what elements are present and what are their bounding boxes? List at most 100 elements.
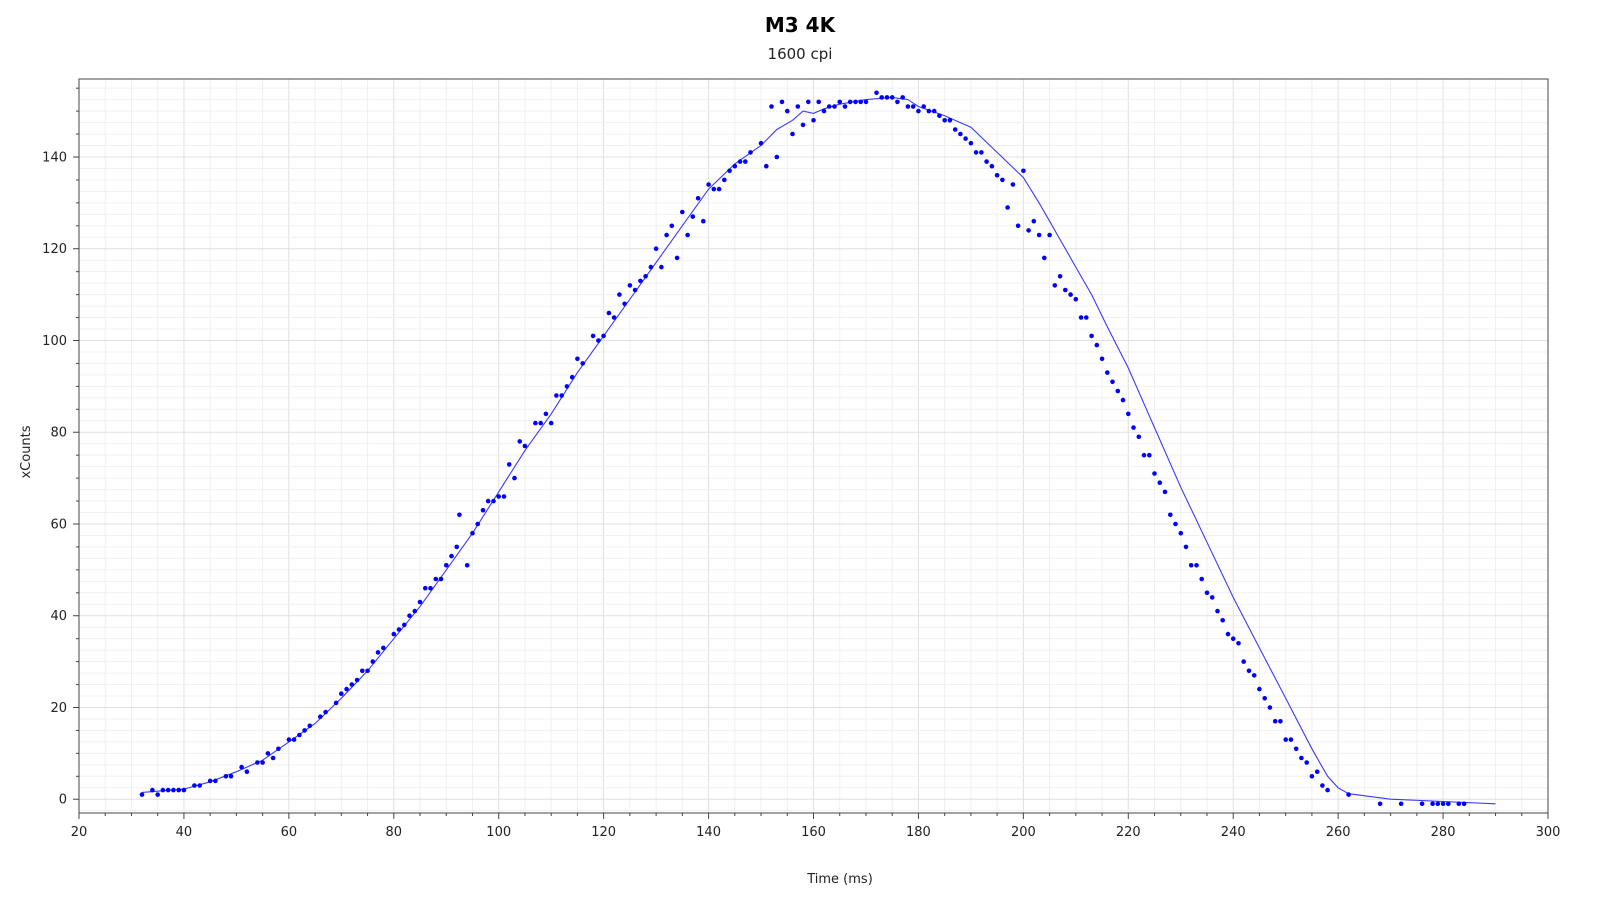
data-point (1199, 576, 1204, 582)
data-point (1168, 512, 1173, 518)
x-tick-label: 160 (801, 825, 826, 840)
data-point (302, 728, 307, 733)
data-point (1110, 379, 1115, 385)
data-point (1320, 783, 1325, 788)
data-point (952, 127, 958, 132)
data-point (858, 99, 863, 105)
data-point (506, 462, 512, 467)
data-point (958, 131, 963, 137)
data-point (1241, 659, 1246, 664)
x-axis-title: Time (ms) (806, 872, 873, 887)
data-point (1147, 452, 1152, 458)
data-point (926, 108, 932, 114)
data-point (291, 737, 297, 742)
data-point (863, 99, 869, 105)
data-point (1084, 315, 1089, 320)
data-point (916, 108, 921, 114)
data-point (207, 778, 213, 784)
data-point (879, 95, 884, 100)
data-point (643, 274, 648, 279)
data-point (517, 439, 522, 444)
data-point (333, 700, 339, 706)
data-point (1246, 668, 1252, 674)
x-tick-label: 60 (281, 825, 298, 840)
data-point (1178, 530, 1184, 536)
data-point (1204, 590, 1210, 596)
data-point (627, 283, 633, 288)
data-point (853, 99, 858, 105)
data-point (433, 576, 439, 582)
data-point (648, 264, 654, 270)
data-point (223, 774, 229, 779)
data-point (480, 507, 486, 513)
data-point (994, 173, 1000, 178)
data-point (1325, 787, 1330, 793)
data-point (354, 677, 360, 683)
data-point (1173, 521, 1178, 527)
data-point (1435, 801, 1441, 807)
data-point (590, 333, 596, 339)
data-point (1456, 801, 1462, 807)
data-point (1220, 618, 1225, 623)
data-point (1052, 283, 1058, 288)
data-point (375, 650, 381, 655)
data-point (349, 682, 355, 687)
data-point (664, 232, 669, 238)
y-tick-label: 0 (59, 793, 67, 808)
data-point (889, 95, 895, 100)
data-point (444, 563, 449, 568)
data-point (695, 196, 701, 201)
data-point (790, 131, 795, 137)
data-point (475, 521, 481, 527)
data-point (457, 512, 462, 518)
data-point (1073, 296, 1079, 302)
data-point (1183, 544, 1189, 550)
chart-subtitle: 1600 cpi (768, 45, 833, 63)
data-point (1314, 769, 1320, 774)
data-point (255, 760, 260, 765)
grid (78, 79, 1549, 813)
data-point (569, 374, 575, 380)
data-point (989, 163, 995, 169)
data-point (748, 150, 753, 155)
data-point (779, 99, 785, 105)
data-point (1120, 397, 1126, 403)
x-tick-label: 140 (696, 825, 721, 840)
data-point (1047, 232, 1052, 238)
data-point (1021, 168, 1026, 174)
x-tick-label: 120 (591, 825, 616, 840)
data-point (580, 361, 585, 366)
data-point (769, 104, 774, 109)
data-point (438, 576, 444, 582)
axis-ticks: 20 40 60 80 100 120 140 160 180 200 220 240 260 280 30… (42, 87, 1560, 840)
data-point (512, 475, 517, 481)
fit-line (141, 96, 1496, 805)
data-point (931, 108, 937, 114)
data-point (826, 104, 832, 109)
data-point (722, 177, 727, 183)
data-point (617, 292, 622, 297)
data-point (910, 104, 916, 109)
data-point (165, 787, 171, 793)
data-point (737, 159, 743, 164)
x-tick-label: 280 (1431, 825, 1456, 840)
data-point (139, 792, 145, 797)
data-point (1000, 177, 1005, 183)
data-point (276, 746, 281, 752)
data-point (344, 686, 349, 692)
data-point (1094, 342, 1100, 348)
data-point (412, 608, 418, 614)
x-tick-label: 80 (386, 825, 403, 840)
data-point (984, 159, 989, 164)
data-point (1283, 737, 1288, 742)
data-point (821, 108, 827, 114)
data-point (575, 356, 580, 362)
data-point (800, 122, 806, 128)
data-point (402, 622, 407, 628)
data-point (391, 631, 397, 637)
data-point (197, 783, 202, 788)
data-point (701, 218, 706, 224)
data-point (706, 182, 711, 187)
